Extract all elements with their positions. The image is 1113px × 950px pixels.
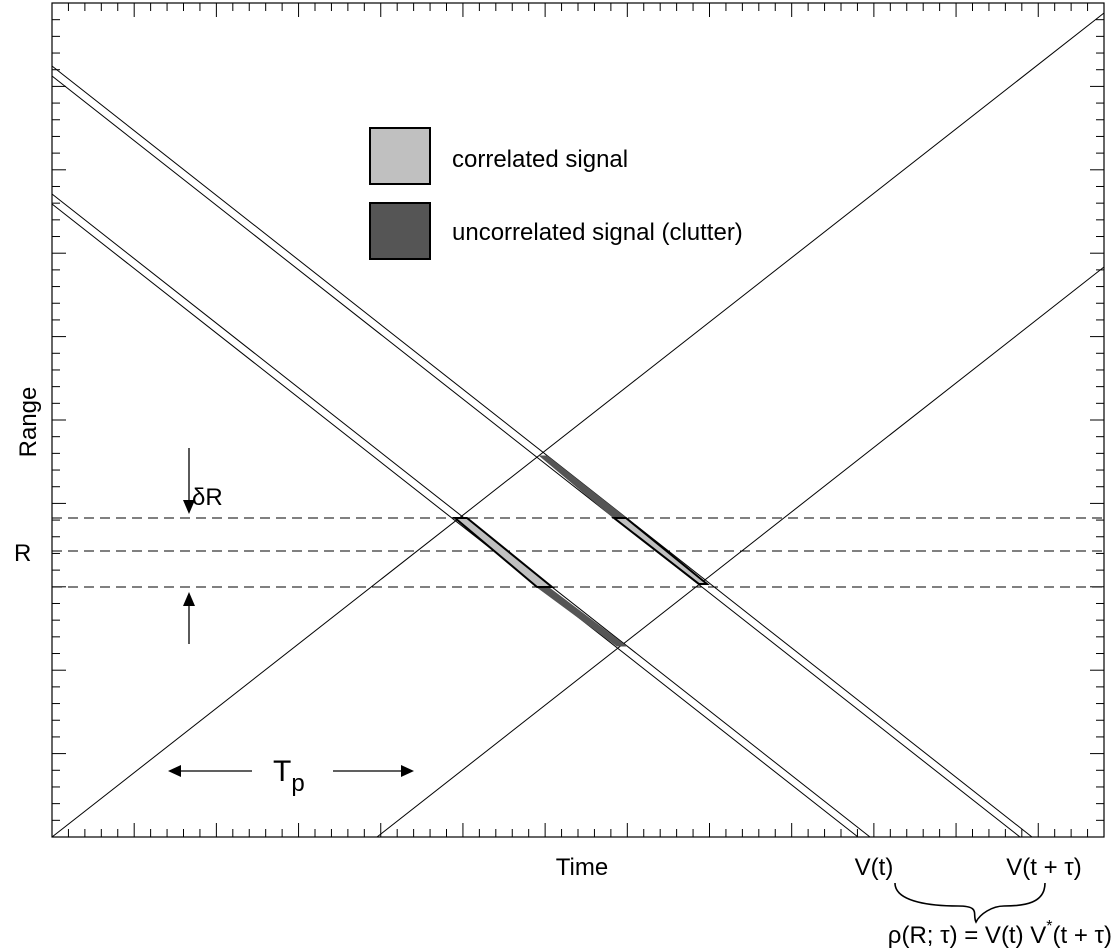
return-line-a-lower bbox=[51, 75, 1021, 838]
tp-label-sub: p bbox=[291, 770, 304, 797]
legend-label-correlated: correlated signal bbox=[452, 146, 628, 173]
return-line-b-upper bbox=[51, 193, 871, 838]
v-t-tau-label: V(t + τ) bbox=[1006, 854, 1082, 881]
return-line-a-upper bbox=[51, 65, 1033, 838]
return-line-b-lower bbox=[51, 203, 859, 838]
correlation-brace bbox=[894, 882, 1046, 924]
delta-r-arrow-up bbox=[183, 592, 195, 644]
formula-lhs: ρ(R; τ) = V(t) V bbox=[888, 922, 1046, 949]
legend-swatch-correlated bbox=[369, 127, 431, 185]
correlated-segment-right bbox=[611, 517, 710, 585]
plot-frame bbox=[51, 2, 1105, 838]
pulse-line-2 bbox=[376, 266, 1105, 838]
clutter-segment-upper bbox=[538, 455, 628, 519]
range-r-label: R bbox=[14, 540, 31, 567]
delta-r-arrow-down bbox=[183, 448, 195, 514]
tp-label: Tp bbox=[273, 755, 305, 797]
pulse-line-1 bbox=[51, 12, 1105, 838]
v-t-label: V(t) bbox=[855, 854, 894, 881]
clutter-segment-lower bbox=[535, 586, 628, 647]
axis-ticks bbox=[51, 2, 1105, 838]
formula-rhs: (t + τ) bbox=[1053, 922, 1112, 949]
tp-arrow-right bbox=[333, 765, 414, 777]
tp-label-main: T bbox=[273, 755, 291, 788]
y-axis-label: Range bbox=[15, 387, 42, 458]
correlated-segment-left bbox=[452, 517, 555, 588]
correlation-formula: ρ(R; τ) = V(t) V*(t + τ) bbox=[888, 918, 1112, 949]
legend-label-clutter: uncorrelated signal (clutter) bbox=[452, 219, 743, 246]
tp-arrow-left bbox=[168, 765, 252, 777]
formula-sup: * bbox=[1046, 918, 1052, 935]
x-axis-label: Time bbox=[556, 854, 608, 881]
delta-r-label: δR bbox=[192, 484, 223, 511]
legend-swatch-clutter bbox=[369, 202, 431, 260]
